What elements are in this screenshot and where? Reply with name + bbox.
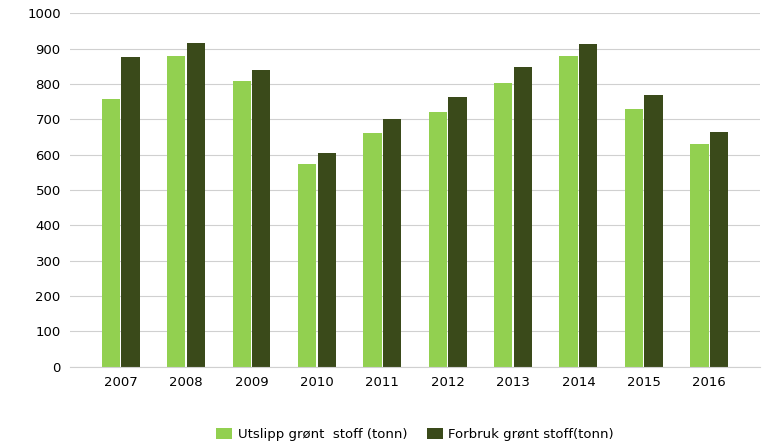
Bar (514, 67, 532, 367)
Bar (318, 153, 336, 367)
Bar (494, 83, 512, 367)
Bar (560, 56, 578, 367)
Bar (102, 99, 120, 367)
Bar (363, 133, 381, 367)
Bar (449, 97, 467, 367)
Bar (252, 70, 270, 367)
Bar (429, 112, 447, 367)
Legend: Utslipp grønt  stoff (tonn), Forbruk grønt stoff(tonn): Utslipp grønt stoff (tonn), Forbruk grøn… (211, 422, 619, 446)
Bar (233, 81, 251, 367)
Bar (644, 95, 662, 367)
Bar (691, 144, 709, 367)
Bar (710, 132, 728, 367)
Bar (383, 119, 401, 367)
Bar (298, 164, 316, 367)
Bar (625, 109, 643, 367)
Bar (121, 57, 139, 367)
Bar (579, 45, 597, 367)
Bar (168, 56, 186, 367)
Bar (187, 43, 205, 367)
